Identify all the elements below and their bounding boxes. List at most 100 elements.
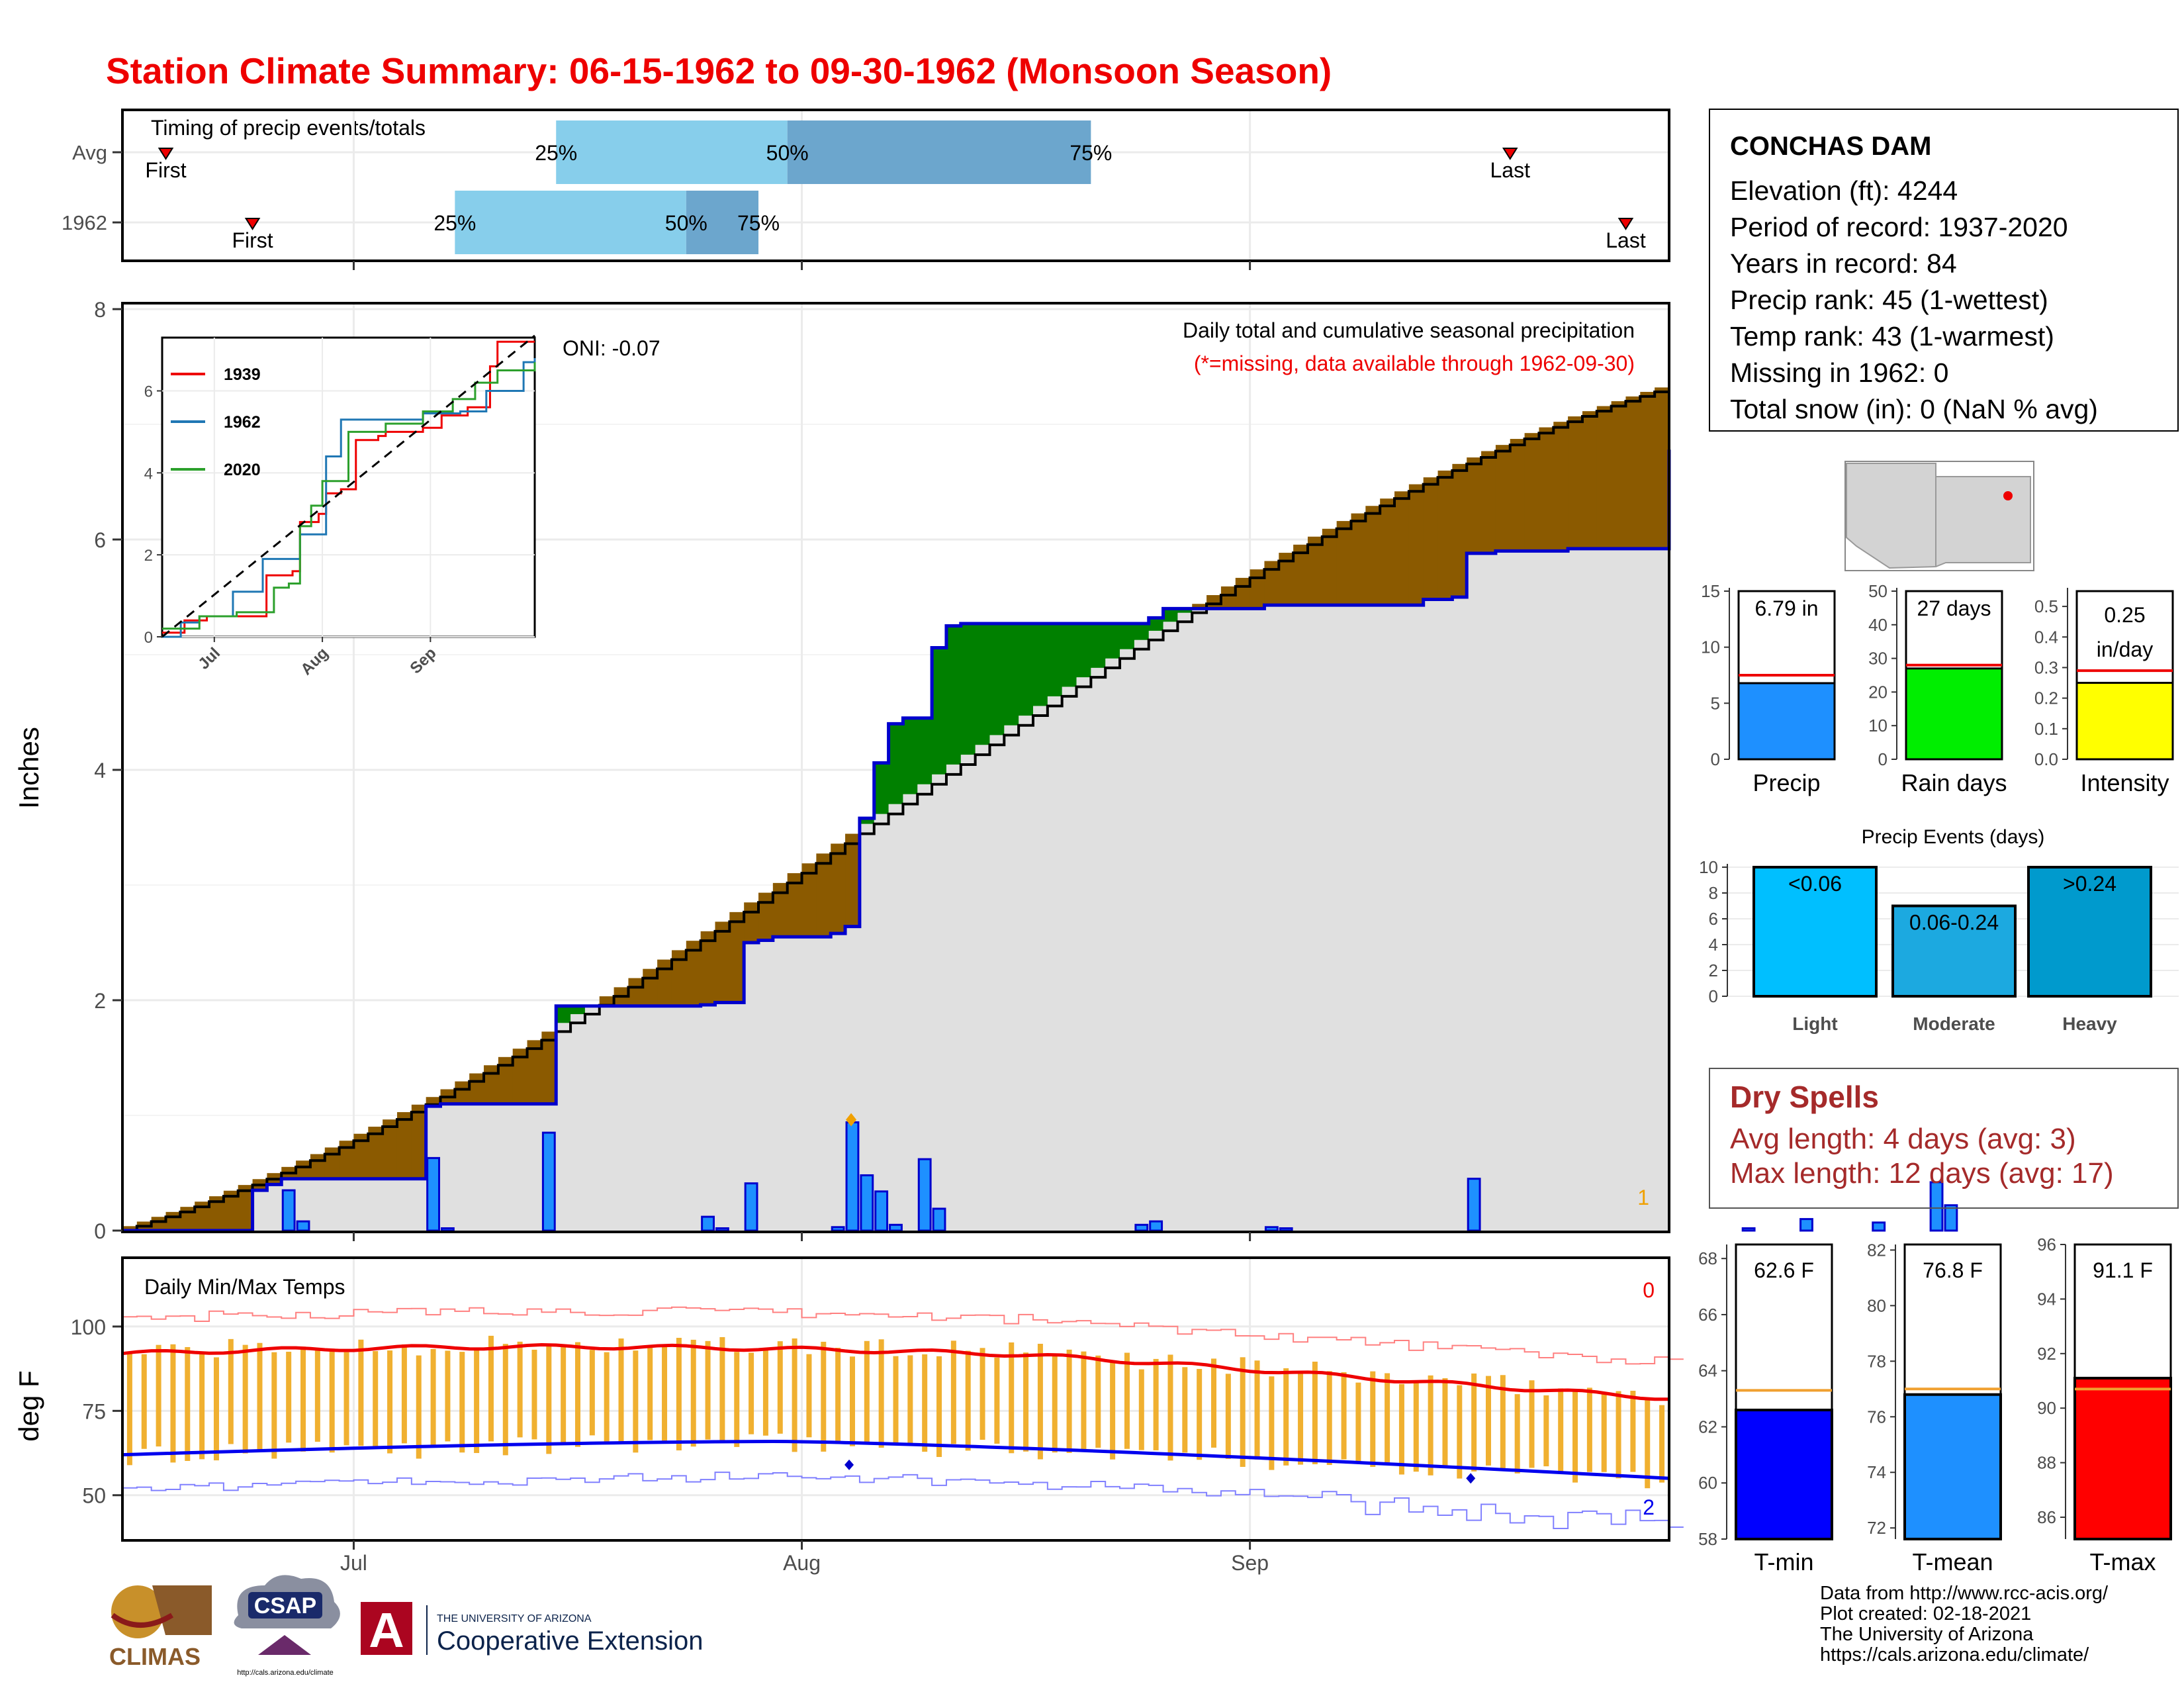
precip-deficit-fill xyxy=(657,959,672,1006)
precip-base-fill xyxy=(1032,706,1048,1231)
precip-base-fill xyxy=(744,943,759,1231)
precip-base-fill xyxy=(1351,605,1366,1231)
precip-base-fill xyxy=(1553,551,1569,1231)
precip-base-fill xyxy=(1394,605,1410,1231)
precip-deficit-fill xyxy=(1524,433,1540,551)
precip-surplus-fill xyxy=(874,763,889,814)
precip-base-fill xyxy=(989,735,1005,1231)
precip-fills xyxy=(122,387,1671,1233)
precip-deficit-fill xyxy=(498,1056,514,1104)
events-bar xyxy=(1891,904,2017,998)
events-bar-label: 0.06-0.24 xyxy=(1909,911,1999,935)
precip-deficit-fill xyxy=(455,1081,470,1104)
precip-base-fill xyxy=(1380,605,1395,1231)
inset-y-tick-label: 2 xyxy=(144,547,153,565)
precip-surplus-fill xyxy=(1177,608,1193,613)
precip-base-fill xyxy=(1192,608,1207,1231)
precip-deficit-fill xyxy=(1611,401,1627,549)
daily-temp-range-bar xyxy=(1124,1352,1130,1449)
timing-first-label: First xyxy=(145,158,186,182)
daily-temp-range-bar xyxy=(777,1341,783,1434)
precip-deficit-fill xyxy=(1336,521,1352,606)
credit-created: Plot created: 02-18-2021 xyxy=(1820,1603,2032,1624)
precip-surplus-fill xyxy=(975,624,991,745)
temp-bar-label: 76.8 F xyxy=(1923,1258,1983,1282)
precip-base-fill xyxy=(1105,658,1120,1231)
events-title: Precip Events (days) xyxy=(1862,826,2045,848)
daily-temp-range-bar xyxy=(1138,1369,1144,1450)
precip-deficit-fill xyxy=(700,931,716,1005)
temp-bar-tick-label: 78 xyxy=(1867,1351,1886,1371)
daily-temp-range-bar xyxy=(1066,1349,1072,1453)
precip-base-fill xyxy=(1452,597,1467,1231)
precip-base-fill xyxy=(252,1190,268,1231)
daily-temp-range-bar xyxy=(1326,1371,1332,1466)
temp-bar-tick-label: 58 xyxy=(1698,1529,1717,1549)
timing-last-label: Last xyxy=(1606,228,1646,252)
daily-temp-range-bar xyxy=(329,1348,335,1453)
precip-base-fill xyxy=(1625,548,1641,1231)
temp-bar-label: 62.6 F xyxy=(1754,1258,1814,1282)
daily-precip-bar xyxy=(874,1190,889,1232)
precip-deficit-fill xyxy=(1495,445,1511,551)
daily-temp-range-bar xyxy=(1254,1360,1260,1460)
precip-deficit-fill xyxy=(383,1119,398,1179)
precip-base-fill xyxy=(671,1006,687,1231)
precip-caption: Daily total and cumulative seasonal prec… xyxy=(1183,318,1635,342)
daily-temp-range-bar xyxy=(1037,1344,1043,1460)
events-bar xyxy=(2027,866,2152,998)
climas-logo: CLIMAS xyxy=(109,1585,212,1670)
precip-deficit-fill xyxy=(180,1207,195,1231)
daily-temp-range-bar xyxy=(141,1354,147,1449)
precip-base-fill xyxy=(932,774,947,1231)
daily-temp-range-bar xyxy=(1457,1385,1463,1479)
precip-surplus-fill xyxy=(556,1006,571,1023)
precip-base-fill xyxy=(888,804,904,1231)
precip-base-fill xyxy=(1120,649,1135,1231)
daily-precip-bar xyxy=(932,1207,946,1232)
precip-base-fill xyxy=(1423,599,1439,1231)
timing-first-marker xyxy=(244,218,261,230)
summary-bar-tick-label: 0.4 xyxy=(2034,627,2058,647)
daily-temp-range-bar xyxy=(1529,1380,1535,1468)
precip-base-fill xyxy=(903,794,918,1231)
timing-rows: 25% 50% 75% First Last Avg 25% 50% 75% First Last 1… xyxy=(62,111,1668,259)
temp-y-tick-label: 50 xyxy=(82,1484,106,1508)
precip-base-fill xyxy=(1524,551,1540,1231)
map-states-shape xyxy=(1846,463,2031,569)
daily-temp-range-bar xyxy=(170,1344,176,1463)
precip-deficit-fill xyxy=(1467,457,1482,553)
daily-temp-range-bar xyxy=(1341,1372,1347,1460)
precip-deficit-fill xyxy=(469,1073,484,1104)
precip-base-fill xyxy=(946,764,962,1231)
daily-precip-bar xyxy=(715,1227,729,1232)
precip-deficit-fill xyxy=(1380,498,1395,606)
logos: CLIMAS CSAP http://cals.arizona.edu/clim… xyxy=(109,1575,703,1677)
daily-temp-range-bar xyxy=(416,1355,422,1459)
precip-base-fill xyxy=(1163,622,1179,1231)
precip-base-fill xyxy=(1293,605,1308,1231)
daily-temp-range-bar xyxy=(821,1341,827,1452)
daily-temp-range-bar xyxy=(633,1350,639,1453)
precip-deficit-fill xyxy=(1279,553,1294,606)
precip-surplus-fill xyxy=(1134,624,1150,640)
daily-temp-range-bar xyxy=(257,1342,263,1450)
daily-temp-range-bar xyxy=(1398,1383,1404,1475)
precip-daily-bars xyxy=(281,1113,1958,1232)
precip-surplus-fill xyxy=(1004,624,1019,726)
daily-precip-bar xyxy=(541,1131,556,1232)
temp-panel-title: Daily Min/Max Temps xyxy=(144,1275,345,1299)
precip-deficit-fill xyxy=(238,1185,253,1231)
daily-precip-bar xyxy=(1134,1223,1149,1232)
temp-bar-tick-label: 62 xyxy=(1698,1417,1717,1436)
record-low-marker xyxy=(844,1459,854,1470)
daily-temp-range-bar xyxy=(618,1338,624,1444)
daily-temp-range-bar xyxy=(922,1354,928,1452)
precip-base-fill xyxy=(267,1184,282,1231)
temp-y-tick-label: 100 xyxy=(71,1315,106,1339)
precip-base-fill xyxy=(1220,608,1236,1231)
precip-base-fill xyxy=(512,1103,528,1231)
precip-deficit-fill xyxy=(165,1211,181,1231)
avg-max-temp-line xyxy=(122,1342,1670,1401)
precip-deficit-fill xyxy=(1510,439,1525,551)
